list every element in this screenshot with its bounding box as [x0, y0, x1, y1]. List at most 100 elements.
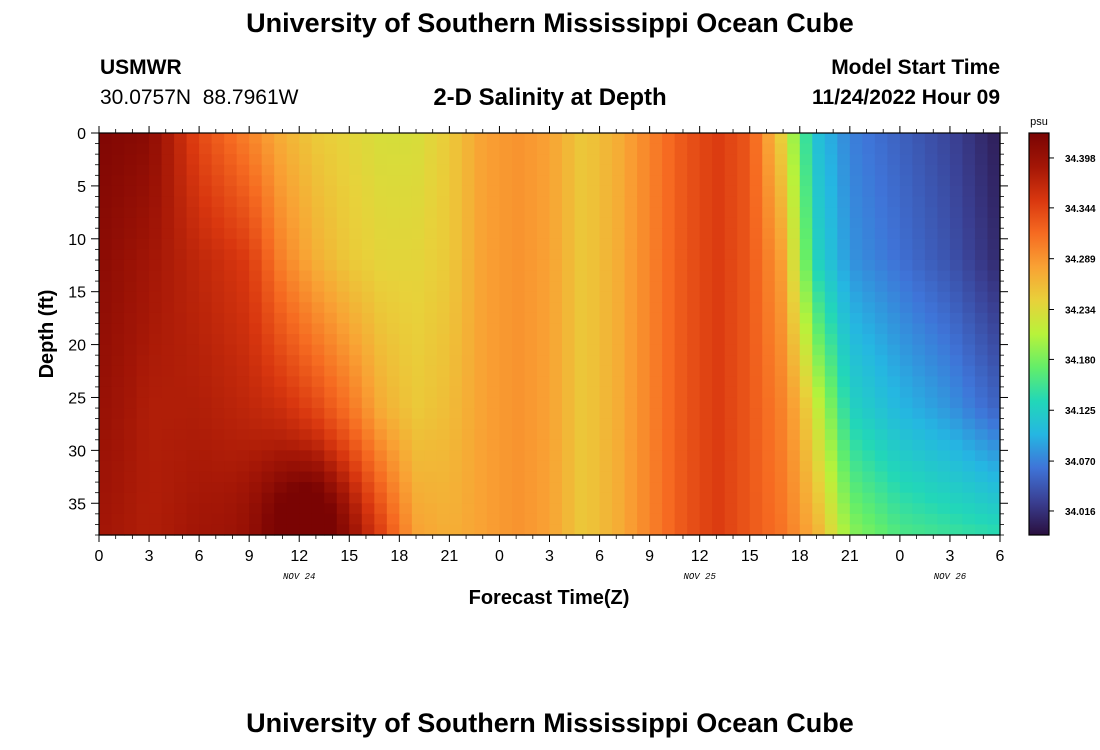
heatmap-cell: [962, 154, 976, 166]
heatmap-cell: [299, 281, 313, 293]
heatmap-cell: [824, 386, 838, 399]
heatmap-cell: [311, 196, 325, 208]
heatmap-cell: [749, 143, 763, 155]
heatmap-cell: [474, 312, 488, 325]
heatmap-cell: [649, 460, 663, 473]
heatmap-cell: [511, 365, 526, 377]
heatmap-cell: [261, 270, 275, 282]
heatmap-cell: [511, 323, 526, 335]
heatmap-cell: [737, 471, 751, 483]
heatmap-cell: [762, 418, 776, 430]
heatmap-cell: [411, 365, 425, 377]
heatmap-cell: [762, 291, 776, 303]
heatmap-cell: [949, 164, 964, 176]
heatmap-cell: [574, 386, 588, 399]
heatmap-cell: [99, 207, 113, 219]
heatmap-cell: [161, 376, 175, 388]
heatmap-cell: [787, 408, 801, 420]
heatmap-cell: [574, 217, 588, 229]
heatmap-cell: [937, 249, 951, 261]
heatmap-cell: [386, 482, 400, 494]
heatmap-cell: [874, 376, 888, 388]
heatmap-cell: [824, 270, 838, 282]
heatmap-cell: [361, 524, 375, 536]
heatmap-cell: [562, 323, 576, 335]
heatmap-cell: [161, 344, 175, 356]
heatmap-cell: [874, 439, 888, 451]
heatmap-cell: [924, 524, 939, 536]
heatmap-cell: [349, 196, 363, 208]
heatmap-cell: [386, 259, 400, 272]
heatmap-cell: [749, 408, 763, 420]
heatmap-cell: [587, 482, 601, 494]
heatmap-cell: [899, 185, 913, 198]
heatmap-cell: [524, 334, 538, 346]
heatmap-cell: [749, 482, 763, 494]
heatmap-cell: [324, 281, 338, 293]
heatmap-cell: [599, 323, 613, 335]
heatmap-cell: [774, 397, 788, 409]
heatmap-cell: [136, 503, 150, 515]
heatmap-cell: [511, 471, 526, 483]
heatmap-cell: [662, 154, 676, 166]
heatmap-cell: [662, 355, 676, 367]
heatmap-cell: [724, 302, 738, 314]
heatmap-cell: [424, 207, 438, 219]
heatmap-cell: [499, 524, 513, 536]
heatmap-cell: [987, 524, 1001, 536]
heatmap-cell: [374, 482, 388, 494]
heatmap-cell: [624, 439, 638, 451]
heatmap-cell: [386, 397, 400, 409]
heatmap-cell: [974, 355, 989, 367]
heatmap-cell: [812, 196, 826, 208]
heatmap-cell: [724, 175, 738, 187]
heatmap-cell: [824, 228, 838, 240]
heatmap-cell: [787, 344, 801, 356]
heatmap-cell: [199, 196, 213, 208]
heatmap-cell: [549, 154, 563, 166]
heatmap-cell: [587, 355, 601, 367]
heatmap-cell: [374, 418, 388, 430]
heatmap-cell: [899, 281, 913, 293]
heatmap-cell: [374, 376, 388, 388]
heatmap-cell: [261, 355, 275, 367]
heatmap-cell: [899, 429, 913, 441]
heatmap-cell: [211, 196, 225, 208]
heatmap-cell: [687, 281, 701, 293]
y-tick-label: 5: [77, 179, 86, 196]
heatmap-cell: [361, 312, 375, 325]
heatmap-cell: [949, 302, 964, 314]
heatmap-cell: [99, 185, 113, 198]
heatmap-cell: [411, 323, 425, 335]
heatmap-cell: [949, 323, 964, 335]
heatmap-cell: [174, 259, 188, 272]
heatmap-cell: [712, 207, 726, 219]
heatmap-cell: [511, 334, 526, 346]
heatmap-cell: [812, 376, 826, 388]
heatmap-cell: [987, 164, 1001, 176]
heatmap-cell: [461, 397, 476, 409]
heatmap-cell: [361, 270, 375, 282]
heatmap-cell: [874, 492, 888, 504]
heatmap-cell: [899, 207, 913, 219]
heatmap-cell: [924, 143, 939, 155]
heatmap-cell: [436, 450, 450, 462]
heatmap-cell: [774, 154, 788, 166]
heatmap-cell: [612, 291, 626, 303]
heatmap-cell: [249, 217, 263, 229]
heatmap-cell: [712, 334, 726, 346]
heatmap-cell: [161, 471, 175, 483]
heatmap-cell: [474, 217, 488, 229]
heatmap-cell: [824, 175, 838, 187]
heatmap-cell: [236, 450, 250, 462]
heatmap-cell: [899, 228, 913, 240]
heatmap-cell: [474, 207, 488, 219]
heatmap-cell: [687, 408, 701, 420]
heatmap-cell: [499, 270, 513, 282]
heatmap-cell: [374, 312, 388, 325]
heatmap-cell: [937, 133, 951, 145]
heatmap-cell: [449, 312, 463, 325]
heatmap-cell: [249, 450, 263, 462]
heatmap-cell: [436, 334, 450, 346]
heatmap-cell: [211, 450, 225, 462]
